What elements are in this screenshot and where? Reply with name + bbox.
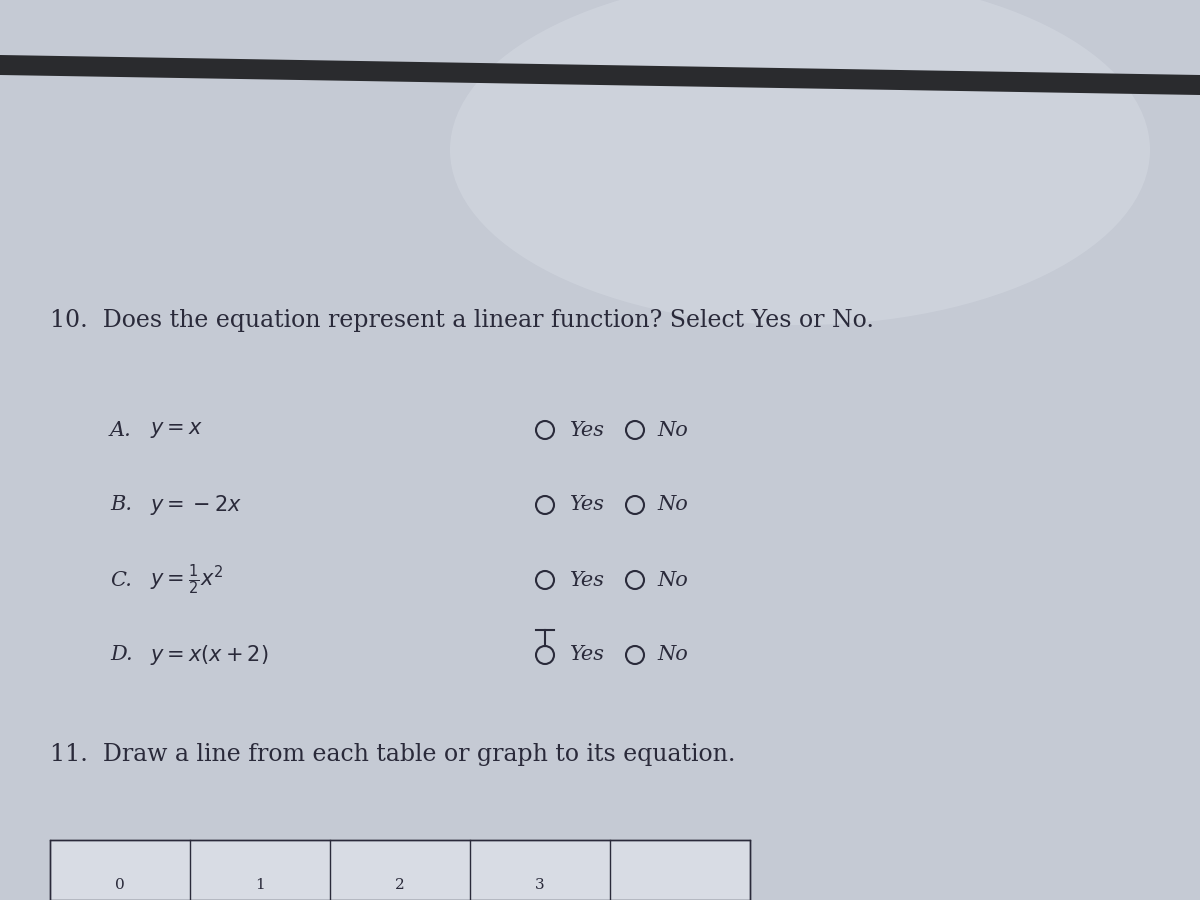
Text: $y = x(x + 2)$: $y = x(x + 2)$ bbox=[150, 643, 269, 667]
Text: Yes: Yes bbox=[570, 571, 605, 590]
Polygon shape bbox=[0, 55, 1200, 95]
Text: 11.  Draw a line from each table or graph to its equation.: 11. Draw a line from each table or graph… bbox=[50, 743, 736, 767]
Text: 0: 0 bbox=[115, 878, 125, 892]
Text: $y = x$: $y = x$ bbox=[150, 420, 203, 440]
Text: 1: 1 bbox=[256, 878, 265, 892]
Text: $y = \frac{1}{2}x^2$: $y = \frac{1}{2}x^2$ bbox=[150, 562, 223, 598]
Text: Yes: Yes bbox=[570, 496, 605, 515]
Text: No: No bbox=[658, 496, 688, 515]
Text: 3: 3 bbox=[535, 878, 545, 892]
Bar bbox=[50, 840, 750, 900]
Ellipse shape bbox=[450, 0, 1150, 325]
Text: No: No bbox=[658, 420, 688, 439]
Text: B.: B. bbox=[110, 496, 132, 515]
Text: C.: C. bbox=[110, 571, 132, 590]
Text: A.: A. bbox=[110, 420, 132, 439]
Text: 10.  Does the equation represent a linear function? Select Yes or No.: 10. Does the equation represent a linear… bbox=[50, 309, 874, 331]
Text: $y = -2x$: $y = -2x$ bbox=[150, 493, 242, 517]
Text: No: No bbox=[658, 571, 688, 590]
Text: 2: 2 bbox=[395, 878, 404, 892]
Text: Yes: Yes bbox=[570, 420, 605, 439]
Text: D.: D. bbox=[110, 645, 133, 664]
Text: No: No bbox=[658, 645, 688, 664]
Text: Yes: Yes bbox=[570, 645, 605, 664]
